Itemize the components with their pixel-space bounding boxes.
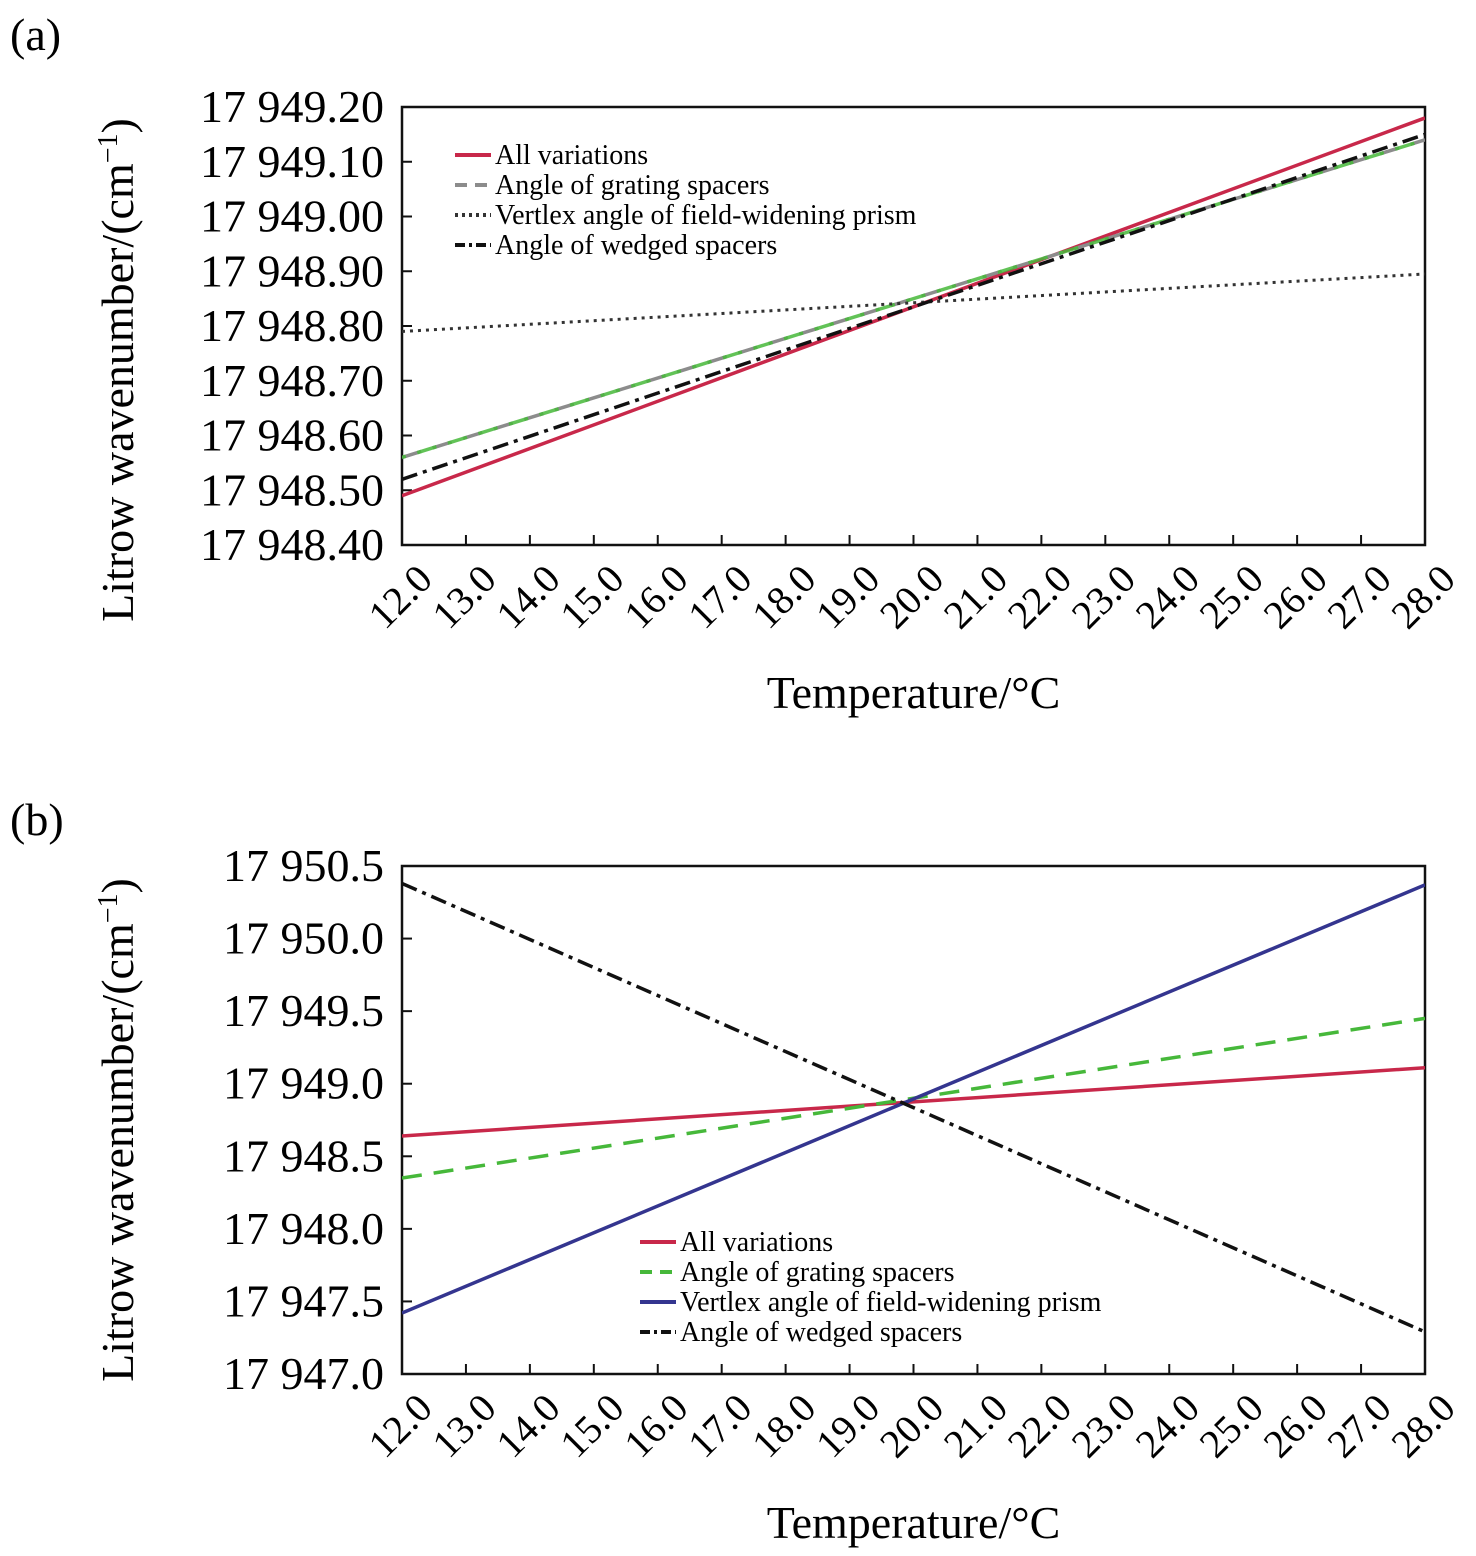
chart-a-y-tick-label: 17 948.50 bbox=[200, 464, 384, 515]
chart-b-y-tick-label: 17 950.0 bbox=[223, 913, 384, 964]
chart-b-group: (b) 17 947.0 17 947.5 17 948.0 17 948.5 17 94… bbox=[10, 794, 1464, 1548]
chart-b-x-tick-label: 28.0 bbox=[1382, 1385, 1463, 1466]
chart-a-x-tick-label: 26.0 bbox=[1255, 556, 1336, 637]
chart-a-x-tick-label: 23.0 bbox=[1063, 556, 1144, 637]
chart-b-y-tick-label: 17 949.5 bbox=[223, 985, 384, 1036]
chart-b-legend-label-4: Angle of wedged spacers bbox=[680, 1317, 962, 1348]
chart-a-series-line-4 bbox=[402, 132, 1425, 481]
chart-b-legend-label-1: All variations bbox=[680, 1227, 833, 1258]
chart-a-x-tick-label: 14.0 bbox=[487, 556, 568, 637]
chart-b-y-tick-label: 17 947.5 bbox=[223, 1275, 384, 1326]
chart-a-x-tick-label: 16.0 bbox=[615, 556, 696, 637]
chart-b-x-tick-label: 26.0 bbox=[1255, 1385, 1336, 1466]
chart-a-y-axis-title-sup: −1 bbox=[93, 133, 124, 163]
chart-a-legend-label-4: Angle of wedged spacers bbox=[495, 230, 777, 261]
chart-a-y-tick-label: 17 948.90 bbox=[200, 245, 384, 296]
chart-a-x-tick-label: 25.0 bbox=[1191, 556, 1272, 637]
chart-b-series-4 bbox=[402, 881, 1425, 1334]
chart-b-y-axis-title-main: Litrow wavenumber/(cm bbox=[92, 923, 143, 1382]
chart-b-x-tick-label: 24.0 bbox=[1127, 1385, 1208, 1466]
chart-a-series-line-3 bbox=[402, 272, 1425, 333]
chart-b-x-tick-label: 15.0 bbox=[551, 1385, 632, 1466]
chart-a-y-tick-label: 17 948.60 bbox=[200, 410, 384, 461]
chart-b-y-axis-title-sup: −1 bbox=[93, 893, 124, 923]
chart-a-legend-label-2: Angle of grating spacers bbox=[495, 170, 769, 201]
chart-b-x-tick-label: 17.0 bbox=[679, 1385, 760, 1466]
chart-b-series-line-1 bbox=[402, 1066, 1425, 1138]
chart-b-x-tick-label: 20.0 bbox=[871, 1385, 952, 1466]
chart-b-panel-label: (b) bbox=[10, 794, 64, 845]
chart-b-x-tick-label: 16.0 bbox=[615, 1385, 696, 1466]
chart-b-legend-label-3: Vertlex angle of field-widening prism bbox=[680, 1287, 1102, 1318]
chart-a-y-axis-title-main: Litrow wavenumber/(cm bbox=[92, 163, 143, 622]
chart-a-y-tick-label: 17 949.00 bbox=[200, 191, 384, 242]
chart-a-x-tick-label: 20.0 bbox=[871, 556, 952, 637]
chart-b-series-line-4 bbox=[402, 881, 1425, 1334]
chart-a-panel-label: (a) bbox=[10, 9, 61, 60]
chart-a-x-tick-label: 19.0 bbox=[807, 556, 888, 637]
chart-a-x-tick-label: 24.0 bbox=[1127, 556, 1208, 637]
chart-b-x-axis-title: Temperature/°C bbox=[767, 1497, 1061, 1548]
chart-a-x-tick-label: 18.0 bbox=[743, 556, 824, 637]
chart-b-x-tick-label: 13.0 bbox=[423, 1385, 504, 1466]
chart-a-y-tick-label: 17 948.70 bbox=[200, 355, 384, 406]
chart-b-series-line-3 bbox=[402, 883, 1425, 1315]
chart-a-series-3 bbox=[402, 272, 1425, 333]
chart-a-x-tick-label: 22.0 bbox=[999, 556, 1080, 637]
chart-a-x-tick-label: 21.0 bbox=[935, 556, 1016, 637]
chart-b-y-tick-label: 17 948.0 bbox=[223, 1203, 384, 1254]
chart-b-x-tick-label: 14.0 bbox=[487, 1385, 568, 1466]
chart-a-series-1 bbox=[402, 116, 1425, 498]
chart-b-x-tick-label: 22.0 bbox=[999, 1385, 1080, 1466]
chart-a-x-tick-label: 17.0 bbox=[679, 556, 760, 637]
chart-b-x-tick-label: 23.0 bbox=[1063, 1385, 1144, 1466]
chart-b-x-tick-label: 25.0 bbox=[1191, 1385, 1272, 1466]
chart-a-y-axis-title: Litrow wavenumber/(cm−1) bbox=[92, 118, 143, 622]
chart-a-y-axis-title-close: ) bbox=[92, 118, 143, 133]
chart-a-legend-label-3: Vertlex angle of field-widening prism bbox=[495, 200, 917, 231]
chart-b-y-tick-label: 17 947.0 bbox=[223, 1348, 384, 1399]
chart-a-y-tick-label: 17 948.80 bbox=[200, 300, 384, 351]
chart-b-x-tick-label: 27.0 bbox=[1318, 1385, 1399, 1466]
chart-b-y-tick-label: 17 949.0 bbox=[223, 1058, 384, 1109]
chart-a-y-tick-label: 17 949.20 bbox=[200, 81, 384, 132]
chart-a-x-axis-title: Temperature/°C bbox=[767, 667, 1061, 718]
chart-a-y-tick-label: 17 949.10 bbox=[200, 136, 384, 187]
chart-a-x-tick-label: 13.0 bbox=[423, 556, 504, 637]
chart-b-series-3 bbox=[402, 883, 1425, 1315]
chart-a-series-4 bbox=[402, 132, 1425, 481]
chart-b-x-tick-label: 18.0 bbox=[743, 1385, 824, 1466]
chart-b-x-tick-label: 19.0 bbox=[807, 1385, 888, 1466]
chart-a-x-tick-label: 27.0 bbox=[1318, 556, 1399, 637]
chart-a-x-tick-label: 28.0 bbox=[1382, 556, 1463, 637]
chart-b-series-1 bbox=[402, 1066, 1425, 1138]
chart-b-y-axis-title: Litrow wavenumber/(cm−1) bbox=[92, 878, 143, 1382]
chart-b-y-tick-label: 17 948.5 bbox=[223, 1130, 384, 1181]
chart-b-x-tick-label: 21.0 bbox=[935, 1385, 1016, 1466]
chart-a-series-line-1 bbox=[402, 116, 1425, 498]
chart-b-y-axis-title-close: ) bbox=[92, 878, 143, 893]
chart-b-y-tick-label: 17 950.5 bbox=[223, 840, 384, 891]
chart-a-x-tick-label: 15.0 bbox=[551, 556, 632, 637]
chart-b-legend-label-2: Angle of grating spacers bbox=[680, 1257, 954, 1288]
chart-a-legend-label-1: All variations bbox=[495, 140, 648, 171]
chart-a-y-tick-label: 17 948.40 bbox=[200, 519, 384, 570]
